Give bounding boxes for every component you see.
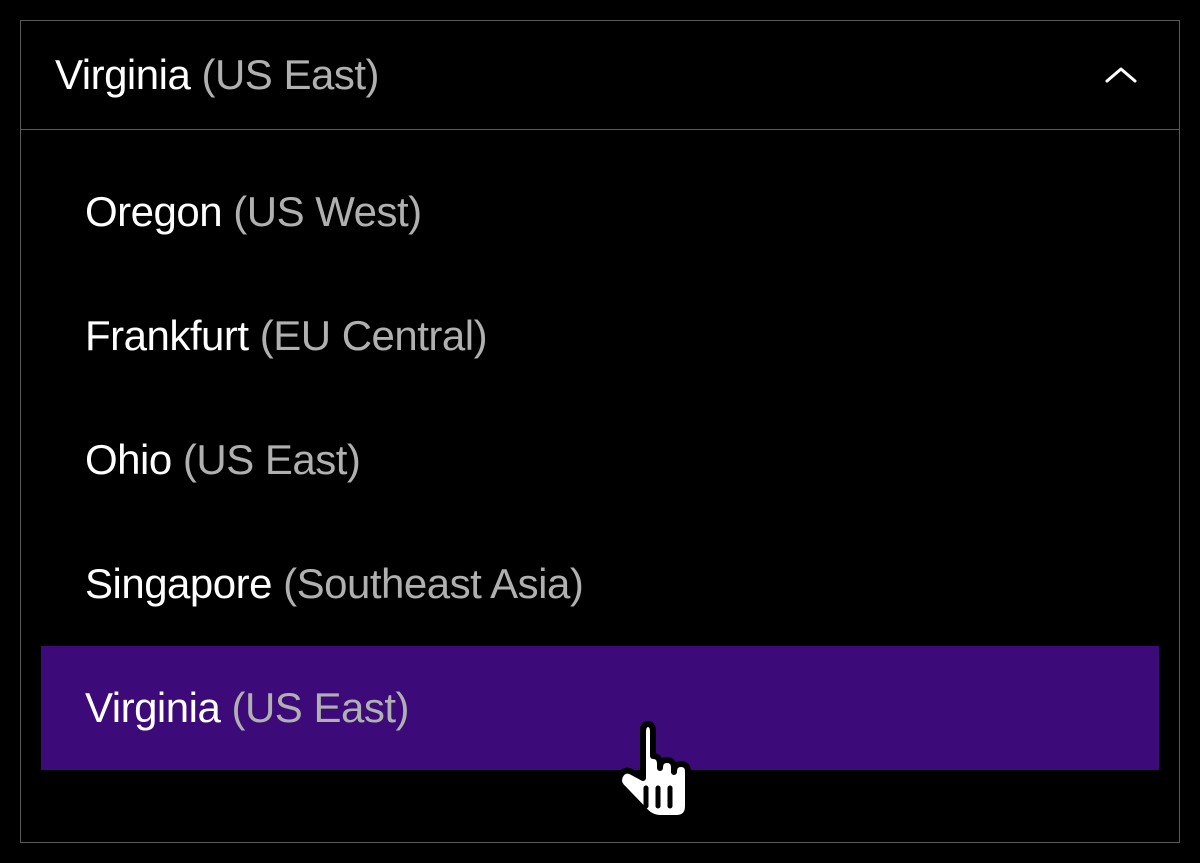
option-primary: Oregon <box>85 188 222 235</box>
region-dropdown: Virginia (US East) Oregon (US West) Fran… <box>20 20 1180 843</box>
option-primary: Singapore <box>85 560 272 607</box>
option-secondary: (EU Central) <box>260 312 487 359</box>
selected-region-primary: Virginia <box>55 51 190 98</box>
dropdown-option-oregon[interactable]: Oregon (US West) <box>41 150 1159 274</box>
dropdown-option-frankfurt[interactable]: Frankfurt (EU Central) <box>41 274 1159 398</box>
option-secondary: (US West) <box>233 188 421 235</box>
dropdown-option-singapore[interactable]: Singapore (Southeast Asia) <box>41 522 1159 646</box>
option-primary: Ohio <box>85 436 172 483</box>
dropdown-options-list: Oregon (US West) Frankfurt (EU Central) … <box>21 130 1179 842</box>
chevron-up-icon <box>1103 57 1139 93</box>
dropdown-header[interactable]: Virginia (US East) <box>21 21 1179 130</box>
option-primary: Frankfurt <box>85 312 249 359</box>
option-primary: Virginia <box>85 684 220 731</box>
dropdown-option-virginia[interactable]: Virginia (US East) <box>41 646 1159 770</box>
option-secondary: (US East) <box>183 436 361 483</box>
option-secondary: (Southeast Asia) <box>283 560 583 607</box>
selected-region-label: Virginia (US East) <box>55 51 379 99</box>
option-secondary: (US East) <box>231 684 409 731</box>
dropdown-option-ohio[interactable]: Ohio (US East) <box>41 398 1159 522</box>
selected-region-secondary: (US East) <box>201 51 379 98</box>
